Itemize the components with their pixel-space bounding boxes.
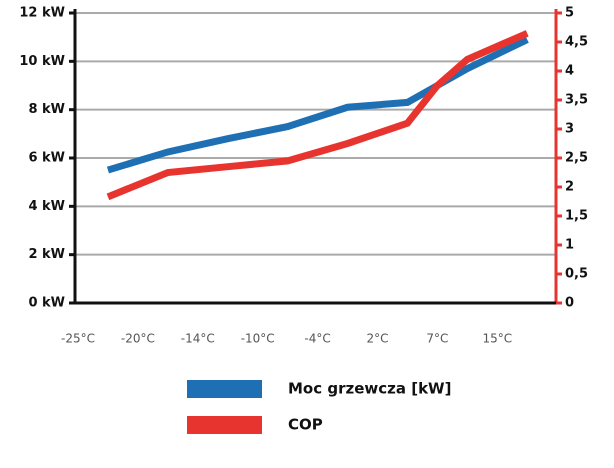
x-tick-label: -25°C bbox=[61, 332, 95, 346]
y-tick-label: 0 kW bbox=[28, 296, 65, 311]
x-tick-label: -10°C bbox=[241, 332, 275, 346]
series-line bbox=[106, 30, 529, 201]
y2-tick-label: 4,5 bbox=[565, 35, 588, 50]
x-tick-label: 15°C bbox=[482, 332, 512, 346]
y2-tick-label: 3 bbox=[565, 122, 574, 137]
y-tick-label: 4 kW bbox=[28, 199, 65, 214]
y-tick-label: 8 kW bbox=[28, 102, 65, 117]
x-tick-label: 2°C bbox=[366, 332, 388, 346]
legend-label: COP bbox=[288, 416, 323, 434]
x-tick-label: -14°C bbox=[181, 332, 215, 346]
y2-tick-label: 0,5 bbox=[565, 267, 588, 282]
legend-swatch bbox=[187, 416, 262, 434]
y-tick-label: 12 kW bbox=[19, 6, 65, 21]
legend-swatch bbox=[187, 380, 262, 398]
y2-tick-label: 2 bbox=[565, 180, 574, 195]
y2-tick-label: 4 bbox=[565, 64, 574, 79]
y-tick-label: 2 kW bbox=[28, 247, 65, 262]
series-line bbox=[106, 36, 529, 174]
y2-tick-label: 1 bbox=[565, 238, 574, 253]
x-tick-label: -20°C bbox=[121, 332, 155, 346]
y2-tick-label: 3,5 bbox=[565, 93, 588, 108]
y2-tick-label: 1,5 bbox=[565, 209, 588, 224]
y2-tick-label: 5 bbox=[565, 6, 574, 21]
y2-tick-label: 2,5 bbox=[565, 151, 588, 166]
y2-tick-label: 0 bbox=[565, 296, 574, 311]
y-tick-label: 6 kW bbox=[28, 151, 65, 166]
legend-label: Moc grzewcza [kW] bbox=[288, 380, 451, 398]
x-tick-label: 7°C bbox=[426, 332, 448, 346]
x-tick-label: -4°C bbox=[304, 332, 330, 346]
y-tick-label: 10 kW bbox=[19, 54, 65, 69]
